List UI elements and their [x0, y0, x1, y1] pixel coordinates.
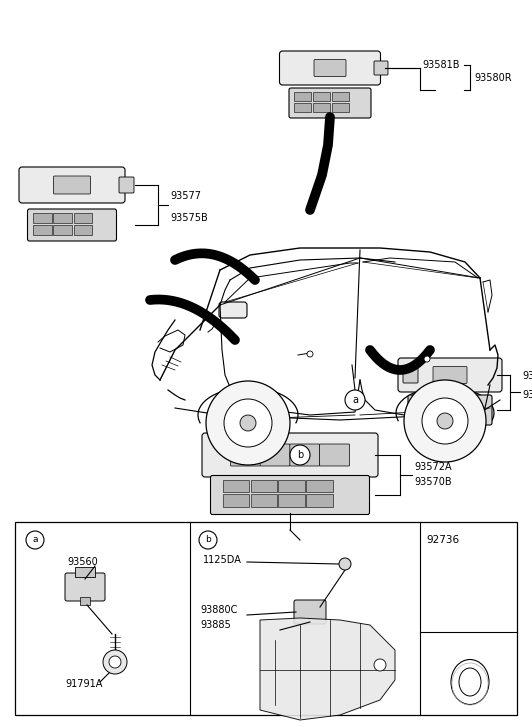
Bar: [278, 480, 305, 492]
FancyBboxPatch shape: [314, 60, 346, 76]
FancyBboxPatch shape: [408, 395, 492, 425]
FancyBboxPatch shape: [202, 433, 378, 477]
FancyBboxPatch shape: [320, 444, 350, 466]
FancyBboxPatch shape: [65, 573, 105, 601]
Bar: [306, 480, 332, 492]
Polygon shape: [260, 618, 395, 720]
Text: 93572A: 93572A: [414, 462, 452, 472]
Bar: [73, 225, 93, 235]
Text: b: b: [205, 536, 211, 545]
Bar: [331, 103, 349, 112]
FancyBboxPatch shape: [28, 209, 117, 241]
Bar: [306, 494, 332, 507]
Text: 93581B: 93581B: [422, 60, 460, 70]
Text: 93575B: 93575B: [170, 213, 208, 223]
Bar: [433, 410, 450, 419]
FancyBboxPatch shape: [119, 177, 134, 193]
Circle shape: [339, 558, 351, 570]
Text: 91791A: 91791A: [65, 679, 102, 689]
Ellipse shape: [459, 668, 481, 696]
Text: b: b: [297, 450, 303, 460]
Bar: [223, 480, 249, 492]
Text: 1125DA: 1125DA: [203, 555, 242, 565]
Circle shape: [374, 659, 386, 671]
Text: 93885: 93885: [200, 620, 231, 630]
Circle shape: [404, 380, 486, 462]
FancyBboxPatch shape: [403, 367, 418, 383]
Bar: [278, 494, 305, 507]
FancyBboxPatch shape: [374, 61, 388, 75]
FancyBboxPatch shape: [260, 444, 290, 466]
Bar: [33, 225, 52, 235]
Bar: [294, 92, 311, 101]
Bar: [223, 494, 249, 507]
Circle shape: [422, 398, 468, 444]
Text: 93581A: 93581A: [522, 371, 532, 381]
Bar: [33, 213, 52, 223]
FancyBboxPatch shape: [289, 88, 371, 118]
Bar: [413, 410, 431, 419]
FancyBboxPatch shape: [230, 444, 260, 466]
Circle shape: [240, 415, 256, 431]
Bar: [80, 597, 90, 605]
FancyBboxPatch shape: [290, 444, 320, 466]
Text: 93880C: 93880C: [200, 605, 237, 615]
Text: 92736: 92736: [427, 535, 460, 545]
Circle shape: [307, 351, 313, 357]
FancyBboxPatch shape: [54, 176, 90, 194]
Bar: [75, 567, 95, 577]
Text: a: a: [352, 395, 358, 405]
Circle shape: [103, 650, 127, 674]
Circle shape: [109, 656, 121, 668]
Circle shape: [26, 531, 44, 549]
Bar: [452, 399, 469, 408]
Bar: [15, 522, 517, 715]
Text: 93577: 93577: [170, 191, 201, 201]
FancyBboxPatch shape: [219, 302, 247, 318]
Bar: [73, 213, 93, 223]
Ellipse shape: [451, 659, 489, 704]
FancyBboxPatch shape: [398, 358, 502, 392]
Circle shape: [224, 399, 272, 447]
Bar: [251, 480, 277, 492]
Bar: [413, 399, 431, 408]
Circle shape: [290, 445, 310, 465]
Bar: [452, 410, 469, 419]
FancyBboxPatch shape: [433, 366, 467, 384]
Bar: [433, 399, 450, 408]
Circle shape: [345, 390, 365, 410]
Bar: [313, 103, 330, 112]
Text: 93580L: 93580L: [522, 390, 532, 400]
Circle shape: [424, 356, 430, 362]
Text: 93560: 93560: [67, 557, 98, 567]
Text: 93570B: 93570B: [414, 477, 452, 487]
Circle shape: [206, 381, 290, 465]
Bar: [294, 103, 311, 112]
FancyBboxPatch shape: [294, 600, 326, 624]
FancyBboxPatch shape: [211, 475, 370, 515]
Bar: [53, 213, 72, 223]
Bar: [313, 92, 330, 101]
Circle shape: [199, 531, 217, 549]
Circle shape: [437, 413, 453, 429]
FancyBboxPatch shape: [19, 167, 125, 203]
Bar: [331, 92, 349, 101]
Text: 93580R: 93580R: [474, 73, 512, 83]
Text: a: a: [32, 536, 38, 545]
Bar: [251, 494, 277, 507]
FancyBboxPatch shape: [279, 51, 380, 85]
Bar: [53, 225, 72, 235]
